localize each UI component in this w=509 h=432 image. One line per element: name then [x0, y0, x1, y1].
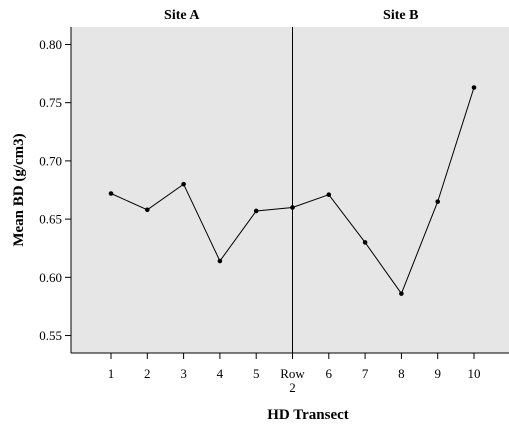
- y-tick-label: 0.80: [39, 37, 62, 52]
- panel-title-site-a: Site A: [164, 8, 200, 23]
- data-point: [362, 240, 368, 245]
- x-tick-label: 6: [326, 366, 333, 381]
- x-tick-label: 3: [180, 366, 187, 381]
- x-tick-label: 2: [144, 366, 151, 381]
- data-point: [217, 258, 223, 264]
- y-tick-label: 0.55: [39, 328, 62, 343]
- y-tick-label: 0.60: [39, 270, 62, 285]
- y-axis: 0.55 0.60 0.65 0.70 0.75 0.80: [39, 27, 72, 353]
- x-tick-label: 10: [468, 366, 481, 381]
- y-tick-label: 0.75: [39, 95, 62, 110]
- x-tick-label: 8: [398, 366, 405, 381]
- data-point: [108, 191, 114, 196]
- y-axis-title: Mean BD (g/cm3): [11, 133, 27, 246]
- data-point: [290, 205, 295, 210]
- x-tick-label: 7: [362, 366, 369, 381]
- x-tick-label: 5: [253, 366, 260, 381]
- series-layer: [108, 85, 477, 296]
- x-tick-label: Row 2: [280, 366, 305, 395]
- x-tick-label: 1: [108, 366, 115, 381]
- data-point: [399, 291, 404, 296]
- x-axis-title: HD Transect: [267, 407, 349, 423]
- x-tick-label: 4: [217, 366, 224, 381]
- x-tick-label: 9: [434, 366, 441, 381]
- y-tick-label: 0.70: [39, 153, 62, 168]
- plot-background: [71, 27, 509, 353]
- data-point: [253, 208, 259, 214]
- data-point: [145, 207, 150, 213]
- data-point: [471, 85, 477, 90]
- data-point: [181, 181, 186, 187]
- panel-title-site-b: Site B: [383, 8, 418, 23]
- data-point: [326, 192, 332, 197]
- x-axis: 1 2 3 4 5 Row 2 6 7 8 9 10: [71, 352, 509, 395]
- data-point: [435, 199, 441, 204]
- y-tick-label: 0.65: [39, 212, 62, 227]
